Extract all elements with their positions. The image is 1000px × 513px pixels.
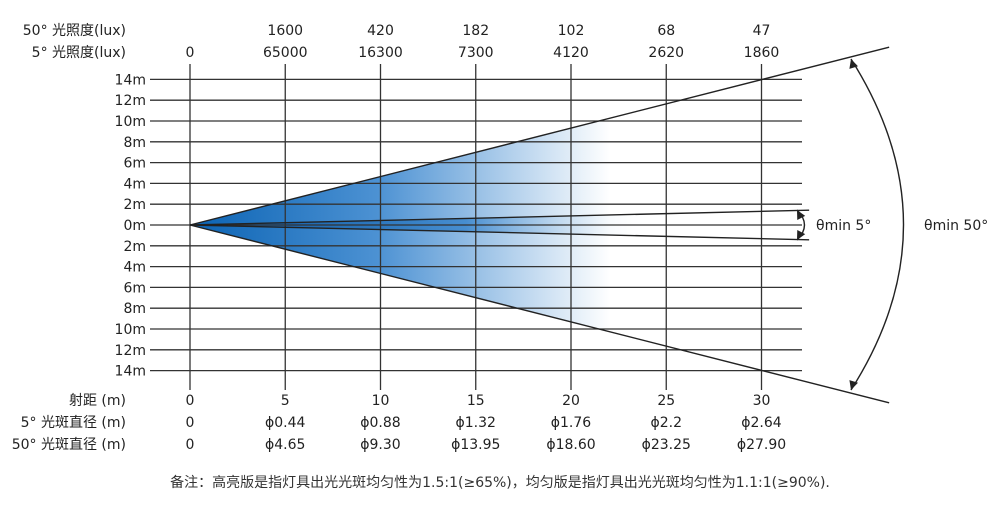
y-tick-label: 2m: [123, 239, 146, 255]
header-row-value: 68: [657, 23, 675, 39]
footer-row-value: ϕ0.88: [360, 415, 400, 431]
y-tick-label: 0m: [123, 218, 146, 234]
footer-row-value: ϕ1.32: [456, 415, 496, 431]
angle-50-arc: [850, 58, 905, 391]
y-tick-label: 14m: [115, 364, 146, 380]
footer-row-value: ϕ2.64: [741, 415, 782, 431]
annotation-50deg: θmin 50°: [924, 218, 988, 234]
y-tick-label: 10m: [115, 114, 146, 130]
footer-row-value: ϕ27.90: [737, 437, 786, 453]
header-row-value: 102: [558, 23, 585, 39]
angle-5-arrow-top: [797, 210, 806, 221]
footer-row-value: ϕ13.95: [451, 437, 500, 453]
footer-row-label: 50° 光斑直径 (m): [12, 436, 126, 453]
footnote: 备注：高亮版是指灯具出光光斑均匀性为1.5:1(≥65%)，均匀版是指灯具出光光…: [170, 475, 830, 491]
footer-row-value: ϕ23.25: [642, 437, 691, 453]
beam-lines-layer: [189, 46, 905, 404]
header-row-label: 50° 光照度(lux): [23, 23, 126, 39]
header-row-value: 7300: [458, 45, 494, 61]
y-tick-label: 2m: [123, 197, 146, 213]
header-row-value: 1860: [744, 45, 780, 61]
angle-50-arrow-top: [849, 59, 858, 69]
header-row-value: 1600: [267, 23, 303, 39]
footer-row-value: 30: [753, 393, 771, 409]
header-row-value: 16300: [358, 45, 403, 61]
footer-row-value: ϕ2.2: [651, 415, 683, 431]
beam-5-upper-line: [189, 209, 810, 226]
grid-layer: [150, 64, 802, 390]
angle-5-arrow-bottom: [797, 229, 806, 240]
header-row-value: 182: [462, 23, 489, 39]
y-tick-label: 8m: [123, 135, 146, 151]
header-row-value: 47: [753, 23, 771, 39]
header-row-value: 0: [186, 45, 195, 61]
footer-row-value: ϕ9.30: [360, 437, 400, 453]
y-tick-label: 6m: [123, 156, 146, 172]
footer-row-value: ϕ1.76: [551, 415, 592, 431]
header-row-value: 420: [367, 23, 394, 39]
footer-row-label: 射距 (m): [69, 393, 126, 409]
footer-row-value: ϕ18.60: [546, 437, 595, 453]
annotation-5deg: θmin 5°: [816, 218, 871, 234]
footer-row-value: 15: [467, 393, 485, 409]
y-tick-label: 4m: [123, 260, 146, 276]
beam-50-lower-line: [189, 224, 890, 404]
beam-50-upper-line: [189, 46, 890, 226]
footer-row-value: 20: [562, 393, 580, 409]
y-tick-label: 6m: [123, 280, 146, 296]
footer-row-value: 0: [186, 415, 195, 431]
footer-row-value: 5: [281, 393, 290, 409]
y-tick-label: 4m: [123, 176, 146, 192]
footer-row-value: ϕ0.44: [265, 415, 306, 431]
beam-5-lower-line: [189, 224, 810, 241]
y-tick-label: 10m: [115, 322, 146, 338]
footer-row-value: 10: [372, 393, 390, 409]
header-row-value: 65000: [263, 45, 308, 61]
footer-row-value: 0: [186, 437, 195, 453]
angle-50-arrow-bottom: [849, 380, 858, 390]
footer-row-value: 25: [657, 393, 675, 409]
header-row-value: 2620: [648, 45, 684, 61]
footer-row-value: 0: [186, 393, 195, 409]
y-tick-label: 12m: [115, 93, 146, 109]
footer-row-value: ϕ4.65: [265, 437, 305, 453]
label-layer: 14m 12m 10m 8m 6m 4m 2m 0m 2m 4m 6m 8m 10m 12m 14m 50° …: [12, 23, 989, 453]
header-row-value: 4120: [553, 45, 589, 61]
footer-row-label: 5° 光斑直径 (m): [21, 414, 126, 431]
y-tick-label: 8m: [123, 301, 146, 317]
y-tick-label: 14m: [115, 72, 146, 88]
header-row-label: 5° 光照度(lux): [32, 45, 126, 61]
y-tick-label: 12m: [115, 343, 146, 359]
